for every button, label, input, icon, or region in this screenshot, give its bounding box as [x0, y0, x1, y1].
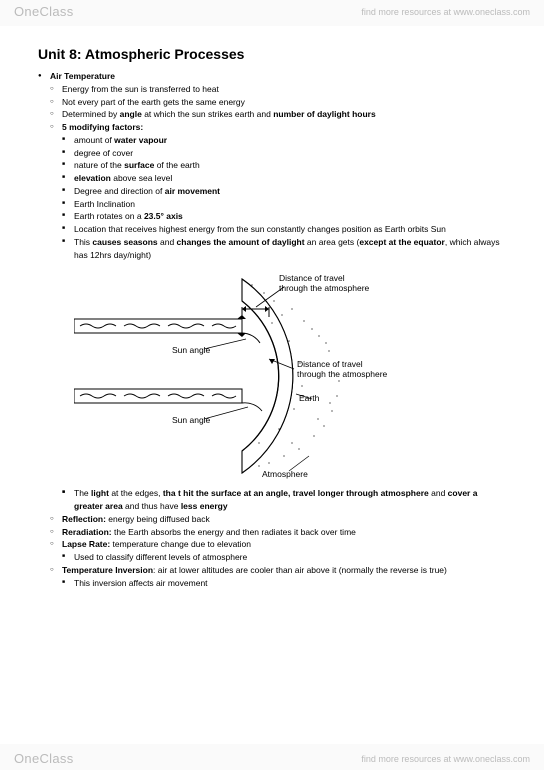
list-item: Earth Inclination [38, 198, 506, 211]
brand-logo: OneClass [14, 4, 74, 19]
brand-logo-bottom: OneClass [14, 751, 74, 766]
list-item: nature of the surface of the earth [38, 159, 506, 172]
page-title: Unit 8: Atmospheric Processes [38, 46, 506, 62]
brand-rest: Class [39, 4, 73, 19]
watermark-bottom: OneClass find more resources at www.onec… [0, 747, 544, 770]
list-item: elevation above sea level [38, 172, 506, 185]
list-item: Used to classify different levels of atm… [38, 551, 506, 564]
watermark-top: OneClass find more resources at www.onec… [0, 0, 544, 23]
label-sun-angle-2: Sun angle [172, 415, 211, 425]
bullet-list-before: Air TemperatureEnergy from the sun is tr… [38, 70, 506, 261]
list-item: Lapse Rate: temperature change due to el… [38, 538, 506, 551]
list-item: Reradiation: the Earth absorbs the energ… [38, 526, 506, 539]
svg-text:through the atmosphere: through the atmosphere [297, 369, 388, 379]
list-item: Determined by angle at which the sun str… [38, 108, 506, 121]
list-item: Location that receives highest energy fr… [38, 223, 506, 236]
list-item: This causes seasons and changes the amou… [38, 236, 506, 262]
list-item: amount of water vapour [38, 134, 506, 147]
page-content: Unit 8: Atmospheric Processes Air Temper… [0, 26, 544, 744]
list-item: Reflection: energy being diffused back [38, 513, 506, 526]
label-dist-top: Distance of travel [279, 273, 345, 283]
bullet-list-after: The light at the edges, tha t hit the su… [38, 487, 506, 589]
label-atmosphere: Atmosphere [262, 469, 308, 479]
brand-one: One [14, 4, 39, 19]
list-item: This inversion affects air movement [38, 577, 506, 590]
list-item: The light at the edges, tha t hit the su… [38, 487, 506, 513]
tagline: find more resources at www.oneclass.com [361, 7, 530, 17]
list-item: Air Temperature [38, 70, 506, 83]
sun-angle-diagram: Distance of travel through the atmospher… [74, 271, 414, 481]
list-item: Temperature Inversion: air at lower alti… [38, 564, 506, 577]
svg-text:through the atmosphere: through the atmosphere [279, 283, 370, 293]
list-item: Degree and direction of air movement [38, 185, 506, 198]
tagline-bottom: find more resources at www.oneclass.com [361, 754, 530, 764]
list-item: degree of cover [38, 147, 506, 160]
list-item: Earth rotates on a 23.5° axis [38, 210, 506, 223]
label-sun-angle-1: Sun angle [172, 345, 211, 355]
list-item: Energy from the sun is transferred to he… [38, 83, 506, 96]
label-dist-mid: Distance of travel [297, 359, 363, 369]
list-item: 5 modifying factors: [38, 121, 506, 134]
list-item: Not every part of the earth gets the sam… [38, 96, 506, 109]
